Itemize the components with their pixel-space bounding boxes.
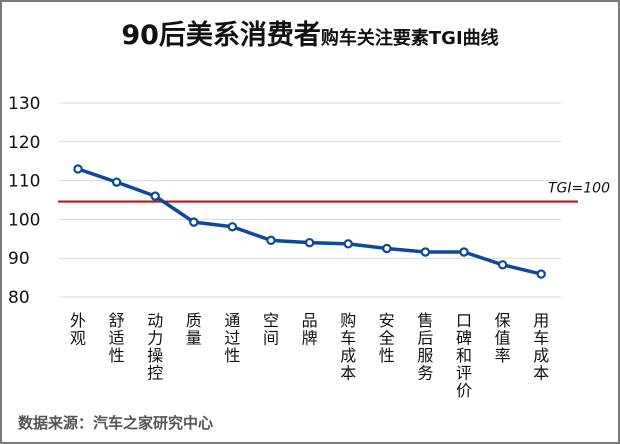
reference-line-label: TGI=100 — [548, 181, 610, 197]
data-point — [382, 243, 392, 254]
x-tick-label: 口碑和评价 — [456, 311, 472, 400]
x-tick-label: 质量 — [186, 311, 202, 348]
data-point — [304, 237, 315, 248]
title-main: 90后美系消费者 — [121, 19, 321, 51]
x-tick-label: 外观 — [70, 311, 86, 348]
x-tick-label: 购车成本 — [340, 311, 356, 383]
x-tick-label: 品牌 — [302, 311, 318, 348]
y-tick-label: 90 — [8, 249, 30, 269]
data-point — [150, 191, 160, 201]
data-point — [497, 260, 508, 270]
data-point — [111, 177, 122, 187]
y-tick-label: 100 — [8, 210, 40, 230]
x-tick-label: 售后服务 — [417, 311, 433, 383]
data-point — [227, 222, 238, 232]
title-sub: 购车关注要素TGI曲线 — [321, 27, 499, 49]
data-point — [536, 269, 546, 279]
source-note: 数据来源：汽车之家研究中心 — [18, 414, 213, 432]
x-tick-label: 动力操控 — [147, 311, 163, 383]
x-tick-label: 舒适性 — [109, 311, 125, 365]
data-point — [420, 247, 431, 257]
data-point — [189, 217, 199, 227]
chart-title: 90后美系消费者购车关注要素TGI曲线 — [121, 19, 498, 51]
data-point — [73, 164, 83, 174]
data-point — [343, 239, 353, 249]
x-tick-label: 通过性 — [224, 311, 240, 365]
x-tick-label: 保值率 — [495, 311, 511, 365]
data-point — [266, 235, 276, 246]
x-tick-label: 安全性 — [379, 311, 395, 365]
y-tick-label: 80 — [8, 288, 30, 308]
data-point — [459, 247, 469, 257]
y-tick-label: 110 — [8, 172, 40, 192]
y-tick-label: 130 — [8, 94, 40, 114]
x-tick-label: 用车成本 — [533, 311, 549, 383]
x-tick-label: 空间 — [263, 311, 279, 348]
y-tick-label: 120 — [8, 133, 40, 153]
